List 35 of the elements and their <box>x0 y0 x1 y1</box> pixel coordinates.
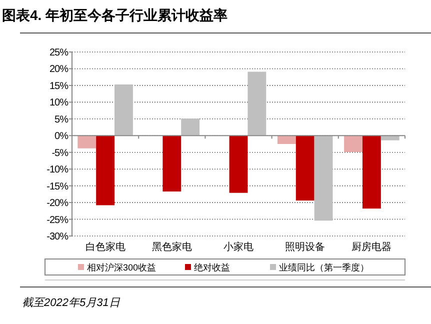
y-tick-label: -20% <box>46 198 69 210</box>
bar <box>78 136 96 148</box>
y-tick-label: 0% <box>54 131 69 142</box>
x-tick-label: 小家电 <box>224 241 254 253</box>
x-tick-label: 黑色家电 <box>152 241 192 253</box>
bar <box>380 136 400 140</box>
y-tick-label: 5% <box>54 114 69 126</box>
legend-label: 相对沪深300收益 <box>87 262 156 272</box>
y-tick-label: -15% <box>46 181 69 192</box>
legend-label: 绝对收益 <box>194 262 230 272</box>
y-tick-label: 25% <box>49 48 69 58</box>
x-tick-label: 白色家电 <box>85 241 126 253</box>
text: 截至2022年5月31日 <box>22 296 121 309</box>
y-tick-label: -25% <box>46 214 69 226</box>
bar <box>296 136 314 201</box>
x-tick-label: 厨房电器 <box>352 241 392 253</box>
y-tick-label: 20% <box>49 64 69 76</box>
y-tick-label: 10% <box>49 98 69 109</box>
y-tick-label: -10% <box>46 164 69 176</box>
legend-label: 业绩同比（第一季度） <box>279 262 369 272</box>
bar <box>248 72 266 136</box>
bar <box>181 118 200 136</box>
bar <box>277 136 296 144</box>
bar <box>229 136 248 193</box>
bar <box>162 136 182 192</box>
y-tick-label: -5% <box>52 148 69 159</box>
y-tick-label: 15% <box>49 80 69 92</box>
bar <box>96 136 115 206</box>
bar <box>314 136 333 221</box>
bar <box>114 84 133 136</box>
chart-title: 图表4. 年初至今各子行业累计收益率 <box>2 7 228 23</box>
y-tick-label: -30% <box>46 232 69 242</box>
x-tick-label: 照明设备 <box>285 241 326 253</box>
bar <box>344 136 362 152</box>
bar <box>362 136 381 209</box>
